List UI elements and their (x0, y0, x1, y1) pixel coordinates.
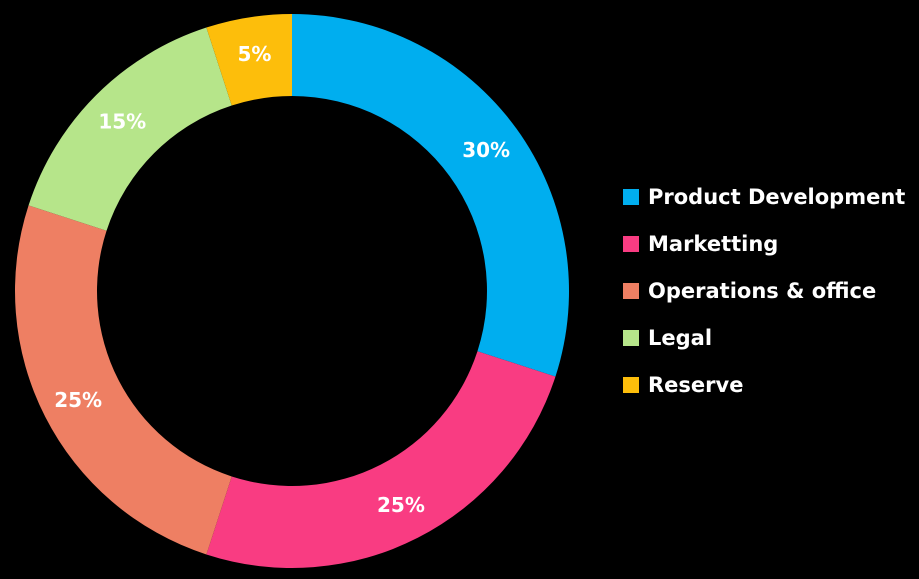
legend-swatch-reserve (623, 376, 639, 393)
legend-label-marketting: Marketting (648, 231, 779, 256)
legend-label-product-development: Product Development (648, 184, 906, 209)
slice-reserve (206, 14, 292, 106)
slice-label-product-development: 30% (462, 138, 510, 162)
slice-product-development (292, 14, 569, 377)
slice-label-legal: 15% (98, 109, 146, 133)
slice-operations-office (15, 205, 232, 555)
legend-item-marketting: Marketting (623, 220, 905, 267)
donut-slices (15, 14, 569, 568)
legend-label-reserve: Reserve (648, 372, 744, 397)
slice-legal (28, 27, 232, 231)
legend-item-legal: Legal (623, 314, 905, 361)
slice-label-reserve: 5% (237, 42, 271, 66)
legend-label-operations-office: Operations & office (648, 278, 877, 303)
slice-label-operations-office: 25% (54, 388, 102, 412)
slice-label-marketting: 25% (377, 493, 425, 517)
legend-label-legal: Legal (648, 325, 713, 350)
legend-item-operations-office: Operations & office (623, 267, 905, 314)
slice-marketting (206, 351, 556, 568)
legend-swatch-product-development (623, 188, 639, 205)
legend-item-product-development: Product Development (623, 173, 905, 220)
legend-swatch-operations-office (623, 282, 639, 299)
legend-item-reserve: Reserve (623, 361, 905, 408)
slice-labels: 30% 25% 25% 15% 5% (54, 42, 510, 517)
legend-swatch-marketting (623, 235, 639, 252)
legend-swatch-legal (623, 329, 639, 346)
chart-legend: Product Development Marketting Operation… (623, 173, 905, 408)
